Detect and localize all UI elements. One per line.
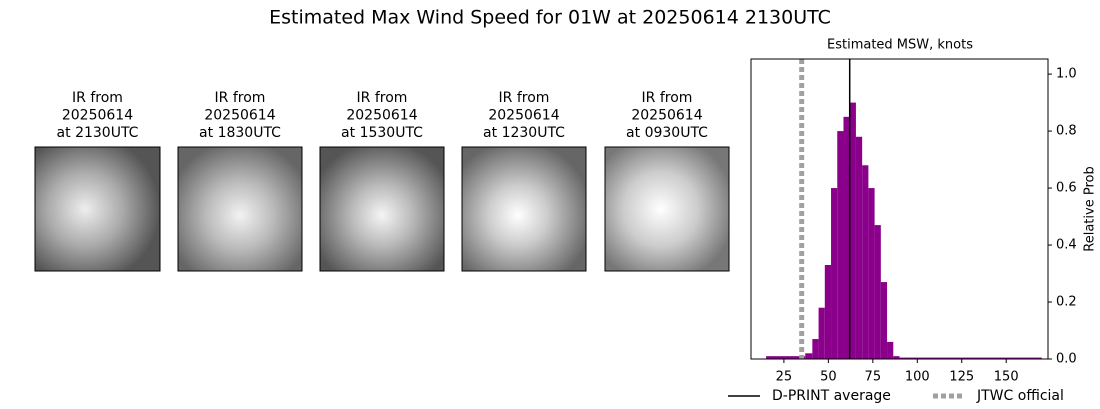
ir-image xyxy=(461,146,587,272)
bar xyxy=(818,307,825,359)
bar xyxy=(899,357,1042,359)
bar xyxy=(880,282,888,359)
bar xyxy=(843,116,850,360)
panel-caption: at 0930UTC xyxy=(626,125,708,141)
ir-image xyxy=(34,146,161,272)
ir-image xyxy=(319,146,445,272)
y-tick-label: 0.0 xyxy=(1056,352,1077,367)
panel-caption: at 1530UTC xyxy=(341,125,423,141)
panel-caption: IR from xyxy=(642,90,693,106)
x-tick-label: 25 xyxy=(776,370,793,385)
x-tick-label: 125 xyxy=(949,370,974,385)
legend-label: D-PRINT average xyxy=(772,388,891,404)
bar xyxy=(855,136,863,359)
plot-frame xyxy=(750,58,1049,360)
panel-caption: IR from xyxy=(215,90,266,106)
panel-caption: 20250614 xyxy=(204,108,275,124)
panel-caption: 20250614 xyxy=(346,108,417,124)
bar xyxy=(893,356,900,359)
bar xyxy=(849,102,856,359)
y-tick-label: 0.2 xyxy=(1056,295,1077,310)
panels xyxy=(34,146,730,272)
bar xyxy=(887,341,894,359)
bar xyxy=(824,264,832,359)
panel-caption: 20250614 xyxy=(488,108,559,124)
panel-caption: at 1230UTC xyxy=(483,125,565,141)
ir-image xyxy=(604,146,730,272)
bar xyxy=(837,131,844,359)
x-tick-label: 75 xyxy=(865,370,882,385)
bar xyxy=(805,353,813,359)
legend-label: JTWC official xyxy=(976,388,1064,404)
bar xyxy=(766,356,806,359)
chart-title: Estimated MSW, knots xyxy=(827,38,973,53)
x-tick-label: 150 xyxy=(994,370,1019,385)
x-tick-label: 50 xyxy=(820,370,837,385)
bar xyxy=(812,339,819,359)
figure-title: Estimated Max Wind Speed for 01W at 2025… xyxy=(269,7,831,29)
panel-caption: 20250614 xyxy=(631,108,702,124)
panel-caption: at 1830UTC xyxy=(199,125,281,141)
ir-image xyxy=(177,146,303,272)
y-tick-label: 0.8 xyxy=(1056,124,1077,139)
panel-caption: 20250614 xyxy=(62,108,133,124)
bar xyxy=(868,188,875,359)
bar xyxy=(862,165,869,359)
y-tick-label: 0.4 xyxy=(1056,238,1077,253)
y-tick-label: 1.0 xyxy=(1056,67,1077,82)
panel-caption: at 2130UTC xyxy=(57,125,139,141)
bar xyxy=(831,188,838,359)
bar xyxy=(874,225,881,359)
panel-caption: IR from xyxy=(499,90,550,106)
panel-caption: IR from xyxy=(72,90,123,106)
y-axis-label: Relative Prob xyxy=(1083,166,1098,251)
y-tick-label: 0.6 xyxy=(1056,181,1077,196)
x-tick-label: 100 xyxy=(905,370,930,385)
panel-caption: IR from xyxy=(357,90,408,106)
